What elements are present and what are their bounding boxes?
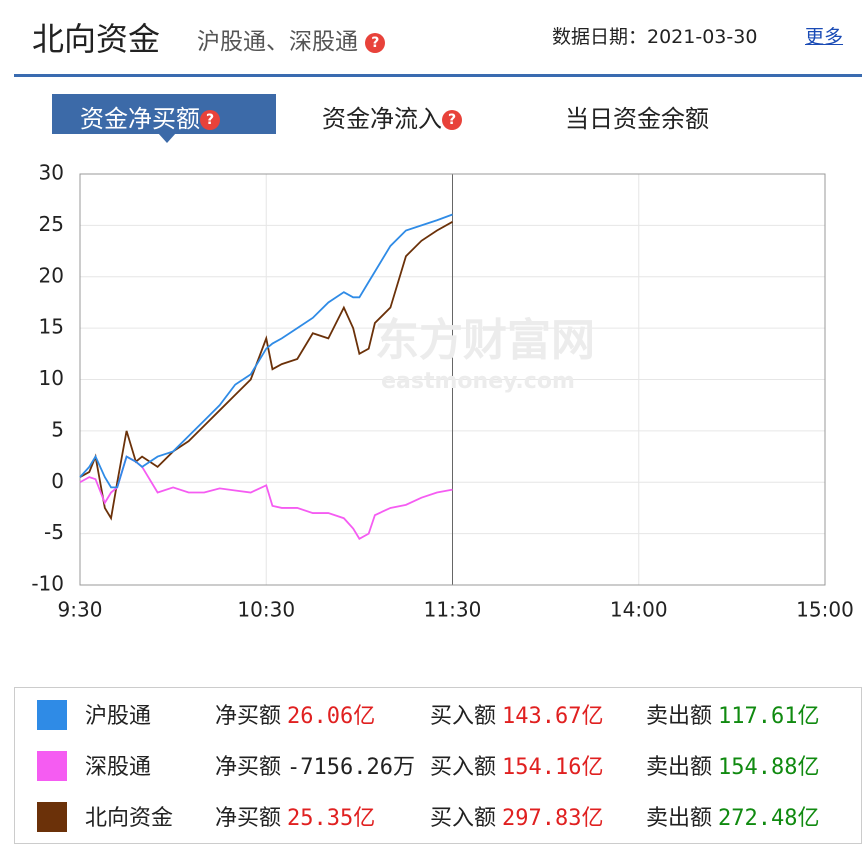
tab[interactable]: 资金净流入? (322, 99, 462, 134)
y-tick-label: 25 (39, 212, 64, 236)
more-link[interactable]: 更多 (805, 26, 844, 48)
summary-table (14, 687, 862, 844)
legend-swatch (37, 700, 67, 730)
legend-label: 沪股通 (85, 704, 152, 729)
buy-value: 154.16亿 (502, 755, 604, 780)
y-tick-label: 5 (51, 417, 64, 441)
buy-value: 297.83亿 (502, 806, 604, 831)
x-tick-label: 15:00 (796, 598, 854, 622)
net-value: 25.35亿 (287, 806, 376, 831)
sell-value: 272.48亿 (718, 806, 820, 831)
subtitle: 沪股通、深股通 ? (197, 22, 386, 56)
title: 北向资金 (32, 20, 161, 58)
y-tick-label: 10 (39, 366, 64, 390)
net-value: -7156.26万 (287, 755, 415, 780)
help-icon[interactable]: ? (442, 110, 462, 130)
series-line (79, 213, 453, 489)
sell-label: 卖出额 (646, 755, 713, 780)
x-tick-label: 14:00 (610, 598, 668, 622)
buy-value: 143.67亿 (502, 704, 604, 729)
watermark: eastmoney.com (381, 369, 575, 394)
sell-value: 154.88亿 (718, 755, 820, 780)
chart: -10 -5 0 5 10 15 20 25 30 9:30 10:30 11:30 14:00 15:0… (31, 161, 854, 622)
y-tick-label: 15 (39, 315, 64, 339)
plot-border (79, 173, 826, 586)
y-tick-label: 30 (39, 161, 64, 185)
series-line (79, 220, 453, 521)
y-tick-label: -10 (31, 572, 64, 596)
net-label: 净买额 (215, 704, 282, 729)
legend-label: 北向资金 (85, 806, 174, 831)
sell-value: 117.61亿 (718, 704, 820, 729)
legend-swatch (37, 751, 67, 781)
tab-pointer (158, 133, 176, 143)
y-tick-label: 20 (39, 263, 64, 287)
net-label: 净买额 (215, 806, 282, 831)
y-tick-label: 0 (51, 469, 64, 493)
buy-label: 买入额 (430, 755, 497, 780)
y-tick-label: -5 (44, 520, 64, 544)
x-tick-label: 9:30 (58, 598, 103, 622)
date: 数据日期：2021-03-30 (552, 26, 758, 48)
subtitle-text: 沪股通、深股通 (197, 29, 358, 55)
watermark: 东方财富网 (375, 315, 595, 366)
x-tick-label: 11:30 (424, 598, 482, 622)
divider (14, 74, 862, 77)
help-icon[interactable]: ? (200, 110, 220, 130)
sell-label: 卖出额 (646, 704, 713, 729)
buy-label: 买入额 (430, 704, 497, 729)
legend-swatch (37, 802, 67, 832)
tab-label[interactable]: 资金净买额 (80, 105, 200, 133)
sell-label: 卖出额 (646, 806, 713, 831)
help-icon[interactable]: ? (365, 32, 386, 53)
x-tick-label: 10:30 (237, 598, 295, 622)
tab[interactable]: 资金净买额? (80, 99, 220, 134)
tab-label[interactable]: 资金净流入 (322, 105, 442, 133)
legend-label: 深股通 (85, 755, 152, 780)
tab-active[interactable] (52, 94, 276, 134)
net-value: 26.06亿 (287, 704, 376, 729)
tab[interactable]: 当日资金余额 (565, 105, 709, 133)
net-label: 净买额 (215, 755, 282, 780)
buy-label: 买入额 (430, 806, 497, 831)
